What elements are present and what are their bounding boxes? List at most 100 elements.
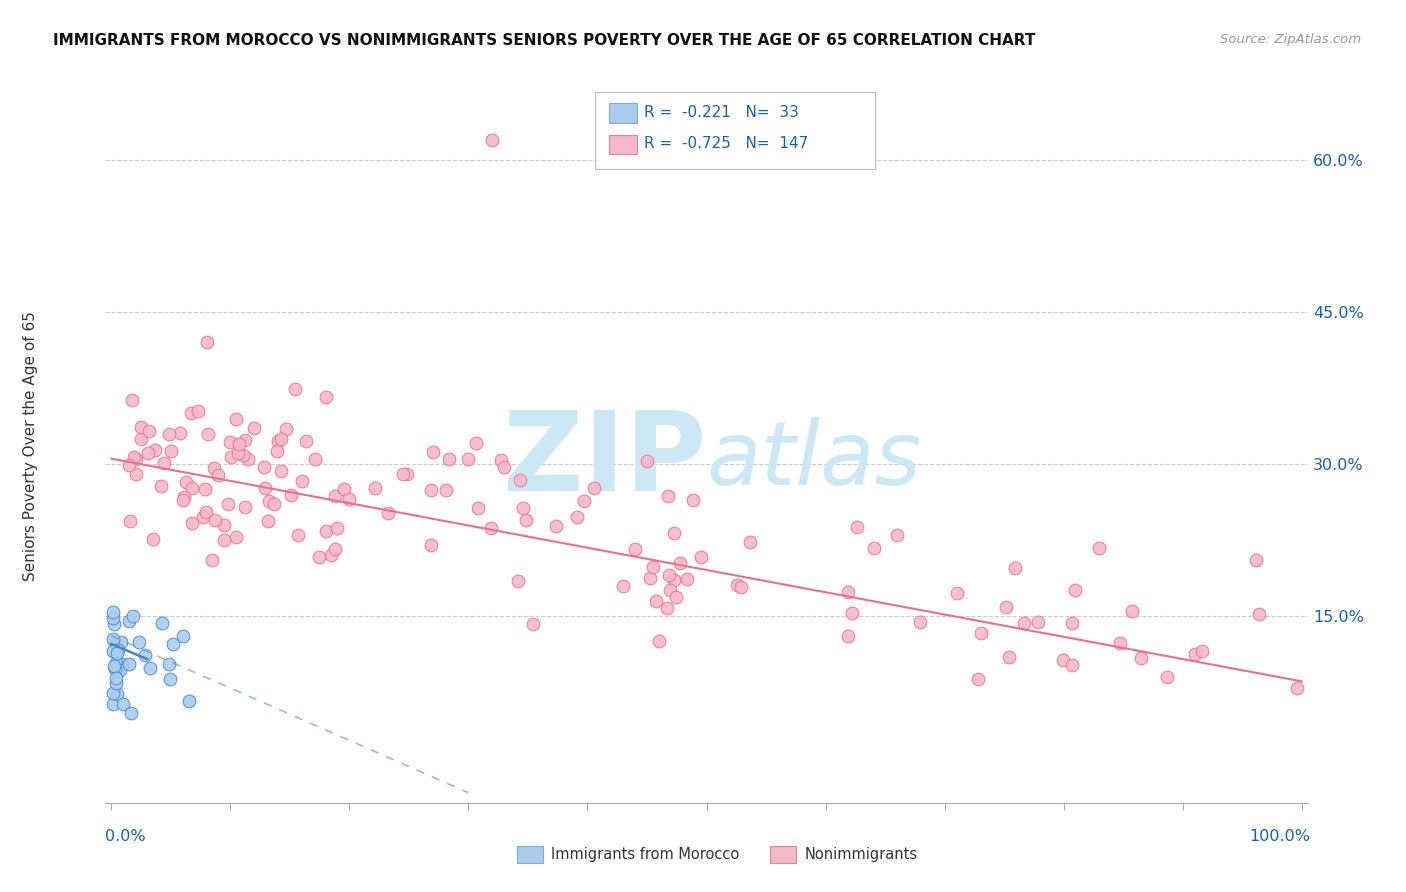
Point [636,454,658,468]
Point [162,637,184,651]
Point [420,483,443,497]
Point [111,657,134,671]
Point [612,579,634,593]
Point [515,513,537,527]
Point [1052,653,1074,667]
Point [315,390,337,404]
Point [1184,647,1206,661]
Point [434,483,457,498]
Point [1088,541,1111,555]
Point [274,422,297,436]
Point [129,420,152,434]
Point [512,501,534,516]
Point [101,686,124,700]
Point [117,614,139,628]
Point [481,133,503,147]
Text: R =  -0.221   N=  33: R = -0.221 N= 33 [644,105,799,120]
Point [112,697,135,711]
Point [337,492,360,507]
Point [1249,607,1271,621]
Point [326,521,349,535]
Point [645,593,668,607]
Point [668,556,690,570]
Point [225,530,247,544]
Point [253,481,276,495]
Text: 100.0%: 100.0% [1250,830,1310,844]
Point [142,532,165,546]
Point [169,426,191,441]
Point [638,571,661,585]
Point [643,560,665,574]
Point [970,625,993,640]
Text: Immigrants from Morocco: Immigrants from Morocco [551,847,740,862]
Point [105,646,128,660]
Point [143,443,166,458]
Point [280,488,302,502]
Point [200,553,222,567]
Point [1121,604,1143,618]
Point [740,535,762,549]
Point [565,510,588,524]
Point [212,517,235,532]
Text: 0.0%: 0.0% [105,830,146,844]
Point [522,617,544,632]
Point [197,427,219,442]
Point [131,432,153,446]
Point [506,574,529,588]
Point [159,672,181,686]
Point [690,550,713,565]
Point [1026,615,1049,630]
Point [332,482,354,496]
Point [257,514,280,528]
Point [219,435,242,450]
Point [232,448,254,462]
Point [658,567,681,582]
Point [664,525,686,540]
Point [323,489,346,503]
Point [266,443,288,458]
Point [180,406,202,420]
Point [908,615,931,629]
Point [966,673,988,687]
Point [664,573,686,587]
Point [1191,644,1213,658]
Point [121,393,143,408]
Point [295,434,318,448]
Point [377,506,399,520]
Point [101,632,124,646]
Point [491,453,513,467]
Point [437,452,460,467]
Point [207,468,229,483]
Point [101,611,124,625]
Point [138,424,160,438]
Point [284,382,307,396]
Point [267,434,290,449]
Point [658,583,681,598]
Point [509,473,531,487]
Point [841,606,863,620]
Point [212,533,235,547]
Point [173,490,195,504]
Point [157,427,180,442]
Point [364,481,387,495]
Point [243,421,266,435]
Point [1012,615,1035,630]
Point [657,601,679,615]
Point [107,643,129,657]
Point [253,460,276,475]
Point [104,637,127,651]
Point [172,629,194,643]
Point [103,643,125,657]
Point [257,493,280,508]
Point [846,520,869,534]
Point [122,450,145,465]
Point [204,461,226,475]
Point [263,498,285,512]
Text: IMMIGRANTS FROM MOROCCO VS NONIMMIGRANTS SENIORS POVERTY OVER THE AGE OF 65 CORR: IMMIGRANTS FROM MOROCCO VS NONIMMIGRANTS… [53,33,1036,48]
Point [194,505,217,519]
Point [121,608,143,623]
Point [118,458,141,472]
Point [225,412,247,426]
Text: R =  -0.725   N=  147: R = -0.725 N= 147 [644,136,808,151]
Point [103,617,125,632]
